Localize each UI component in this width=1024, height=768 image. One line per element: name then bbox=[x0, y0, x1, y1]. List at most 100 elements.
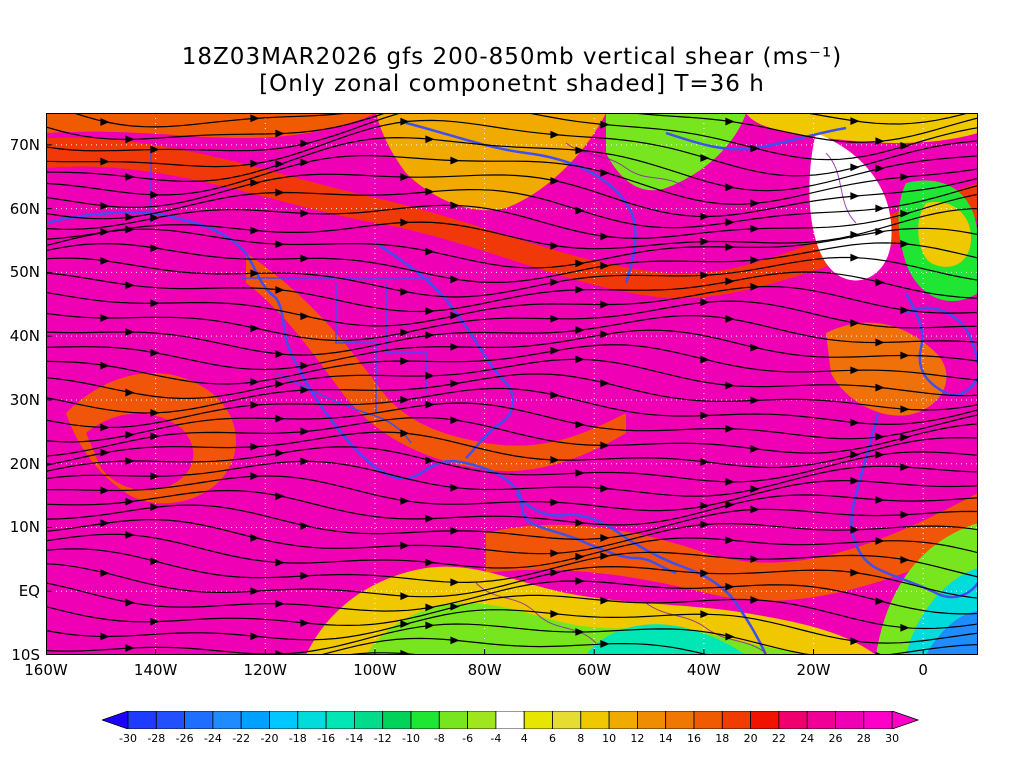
streamline-arrow bbox=[725, 381, 735, 390]
streamline-arrow bbox=[400, 620, 410, 628]
lon-label: 160W bbox=[24, 661, 68, 679]
streamline-arrow bbox=[400, 497, 410, 505]
streamline-arrow bbox=[425, 135, 435, 144]
streamline-arrow bbox=[275, 650, 285, 655]
colorbar-swatch bbox=[495, 711, 525, 729]
streamline-arrow bbox=[900, 405, 910, 414]
streamline-arrow bbox=[575, 259, 585, 268]
colorbar-swatch bbox=[127, 711, 157, 729]
streamline-arrow bbox=[750, 485, 760, 493]
streamline-arrow bbox=[575, 518, 585, 527]
colorbar-tick-label: -26 bbox=[175, 732, 194, 745]
colorbar-tick-label: 28 bbox=[856, 732, 871, 745]
streamline-arrow bbox=[100, 361, 110, 370]
streamline-arrow bbox=[900, 141, 910, 150]
streamline-arrow bbox=[150, 557, 160, 566]
streamline-arrow bbox=[750, 224, 760, 233]
streamline-arrow bbox=[250, 377, 260, 386]
streamline-arrow bbox=[750, 282, 760, 291]
streamline bbox=[46, 136, 978, 192]
streamline bbox=[46, 373, 978, 414]
streamline-arrow bbox=[725, 117, 735, 126]
streamline-arrow bbox=[100, 519, 110, 528]
streamline bbox=[46, 285, 978, 327]
streamline-arrow bbox=[275, 558, 285, 567]
streamline-arrow bbox=[575, 146, 585, 155]
streamline bbox=[46, 475, 978, 512]
streamline-arrow bbox=[425, 558, 435, 567]
colorbar-tick-label: 30 bbox=[885, 732, 900, 745]
streamline-arrow bbox=[850, 418, 860, 427]
streamline-arrow bbox=[425, 603, 435, 612]
streamline-arrow bbox=[875, 137, 885, 146]
streamline-arrow bbox=[575, 577, 585, 585]
streamline-arrow bbox=[725, 277, 735, 286]
streamline-arrow bbox=[700, 298, 710, 307]
streamline bbox=[46, 227, 978, 269]
streamline bbox=[46, 315, 978, 356]
streamline bbox=[46, 113, 978, 143]
streamline-arrow bbox=[550, 346, 560, 355]
streamline-arrow bbox=[850, 476, 860, 485]
colorbar-tick-label: -20 bbox=[260, 732, 279, 745]
streamline-arrow bbox=[700, 212, 710, 221]
streamline-arrow bbox=[850, 637, 860, 646]
streamline-arrow bbox=[600, 441, 610, 450]
streamline-arrow bbox=[425, 371, 435, 380]
colorbar-swatch bbox=[665, 711, 695, 729]
streamline-arrow bbox=[275, 160, 285, 168]
streamline bbox=[46, 155, 978, 205]
streamline-arrow bbox=[725, 243, 735, 251]
streamline-arrow bbox=[450, 275, 460, 284]
streamline-arrow bbox=[100, 157, 110, 166]
colorbar-swatch bbox=[721, 711, 751, 729]
streamline-arrow bbox=[275, 188, 285, 197]
streamline-arrow bbox=[150, 191, 160, 199]
streamline-arrow bbox=[250, 226, 260, 235]
streamline-arrow bbox=[700, 501, 710, 510]
streamline bbox=[46, 431, 978, 469]
streamline-arrow bbox=[400, 541, 410, 550]
streamline-arrow bbox=[275, 380, 285, 388]
streamline-arrow bbox=[875, 204, 885, 213]
colorbar-tick-label: -24 bbox=[203, 732, 222, 745]
streamline-arrow bbox=[450, 578, 460, 587]
colorbar-swatch bbox=[637, 711, 667, 729]
lon-label: 140W bbox=[133, 661, 178, 679]
streamline-arrow bbox=[600, 534, 610, 542]
colorbar-tick-label: -6 bbox=[462, 732, 474, 745]
colorbar-tick-label: -12 bbox=[373, 732, 392, 745]
colorbar-tick-label: -10 bbox=[402, 732, 420, 745]
streamline-arrow bbox=[875, 278, 885, 287]
colorbar-tick-label: -28 bbox=[147, 732, 166, 745]
streamline bbox=[46, 193, 978, 239]
streamline-arrow bbox=[575, 552, 585, 561]
streamline-arrow bbox=[125, 497, 135, 506]
streamline bbox=[46, 460, 978, 497]
streamline-arrow bbox=[900, 623, 910, 632]
chart-title: 18Z03MAR2026 gfs 200-850mb vertical shea… bbox=[0, 44, 1024, 98]
streamline-arrow bbox=[100, 314, 110, 322]
lon-label: 80W bbox=[467, 661, 502, 679]
streamline-arrow bbox=[300, 209, 310, 218]
streamline-arrow bbox=[400, 357, 410, 365]
streamline-arrow bbox=[250, 178, 260, 187]
colorbar-tick-label: 26 bbox=[828, 732, 843, 745]
streamline-arrow bbox=[275, 599, 285, 608]
colorbar-swatch bbox=[580, 711, 610, 729]
colorbar-swatch bbox=[438, 711, 468, 729]
streamline-arrow bbox=[550, 278, 560, 287]
streamline-arrow bbox=[600, 484, 610, 493]
streamline-arrow bbox=[275, 350, 285, 358]
streamline-arrow bbox=[450, 636, 460, 645]
streamline-arrow bbox=[125, 388, 135, 397]
streamline-arrow bbox=[100, 632, 110, 641]
streamline-arrow bbox=[400, 592, 410, 601]
streamline-arrow bbox=[875, 383, 885, 392]
colorbar-tick-label: -8 bbox=[433, 732, 445, 745]
streamline-arrow bbox=[725, 582, 735, 591]
streamline-arrow bbox=[250, 632, 260, 641]
streamline-arrow bbox=[150, 145, 160, 154]
streamline-arrow bbox=[700, 569, 710, 578]
streamline-arrow bbox=[750, 144, 760, 153]
